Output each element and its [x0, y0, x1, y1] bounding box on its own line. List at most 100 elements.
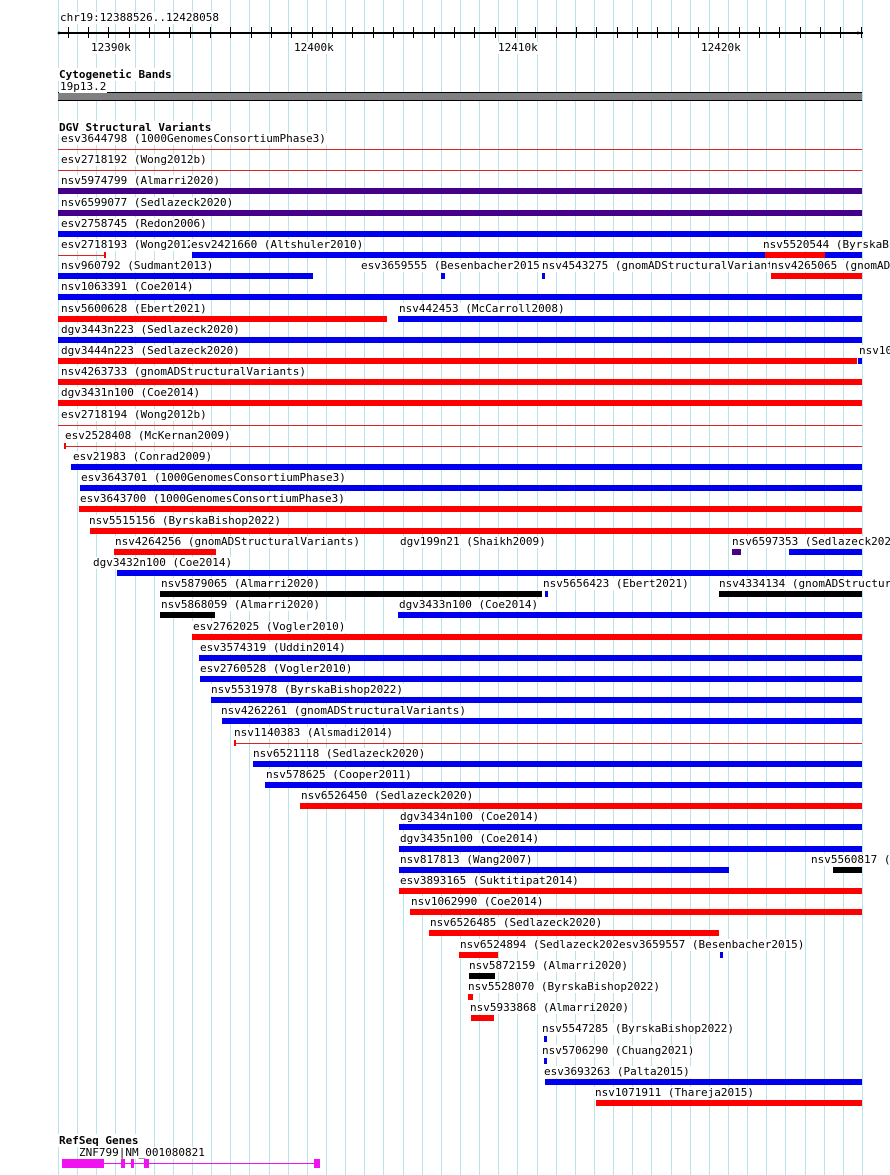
variant-label[interactable]: esv2758745 (Redon2006)	[60, 217, 208, 230]
variant-label[interactable]: nsv4264256 (gnomADStructuralVariants)	[114, 535, 362, 548]
variant-label[interactable]: esv3643701 (1000GenomesConsortiumPhase3)	[80, 471, 347, 484]
variant-label[interactable]: esv3659555 (Besenbacher2015)	[360, 259, 548, 272]
variant-bar[interactable]	[80, 485, 862, 491]
variant-label[interactable]: nsv4262261 (gnomADStructuralVariants)	[220, 704, 468, 717]
variant-label[interactable]: nsv5531978 (ByrskaBishop2022)	[210, 683, 405, 696]
gene-label[interactable]: ZNF799|NM_001080821	[78, 1146, 206, 1159]
gene-exon[interactable]	[62, 1159, 104, 1168]
variant-label[interactable]: dgv3443n223 (Sedlazeck2020)	[60, 323, 241, 336]
variant-label[interactable]: nsv4543275 (gnomADStructuralVariants)	[541, 259, 789, 272]
variant-label[interactable]: nsv5706290 (Chuang2021)	[541, 1044, 696, 1057]
variant-bar[interactable]	[471, 1015, 494, 1021]
variant-label[interactable]: nsv5974799 (Almarri2020)	[60, 174, 221, 187]
variant-bar[interactable]	[399, 867, 729, 873]
variant-bar[interactable]	[71, 464, 862, 470]
variant-bar[interactable]	[398, 612, 862, 618]
variant-bar[interactable]	[469, 973, 495, 979]
variant-bar[interactable]	[58, 379, 862, 385]
variant-bar[interactable]	[90, 528, 862, 534]
variant-bar[interactable]	[58, 255, 106, 256]
variant-label[interactable]: nsv4265065 (gnomADStructuralVariants)	[770, 260, 890, 272]
variant-label[interactable]: dgv3444n223 (Sedlazeck2020)	[60, 344, 241, 357]
cytoband-bar[interactable]	[58, 92, 862, 101]
variant-label[interactable]: nsv5600628 (Ebert2021)	[60, 302, 208, 315]
variant-label[interactable]: nsv5933868 (Almarri2020)	[469, 1001, 630, 1014]
variant-label[interactable]: dgv3433n100 (Coe2014)	[398, 598, 540, 611]
variant-label[interactable]: nsv6521118 (Sedlazeck2020)	[252, 747, 427, 760]
variant-label[interactable]: nsv1071911 (Thareja2015)	[594, 1086, 755, 1099]
variant-label[interactable]: esv3644798 (1000GenomesConsortiumPhase3)	[60, 132, 327, 145]
variant-label[interactable]: dgv3431n100 (Coe2014)	[60, 386, 202, 399]
variant-bar[interactable]	[58, 170, 862, 171]
variant-label[interactable]: nsv6526485 (Sedlazeck2020)	[429, 916, 604, 929]
variant-bar[interactable]	[200, 676, 862, 682]
variant-label[interactable]: esv2718194 (Wong2012b)	[60, 408, 208, 421]
variant-bar[interactable]	[399, 846, 862, 852]
variant-label[interactable]: nsv1140383 (Alsmadi2014)	[233, 726, 394, 739]
variant-bar[interactable]	[858, 358, 862, 364]
ruler-right-arrow-icon[interactable]: →	[853, 26, 860, 39]
variant-bar[interactable]	[410, 909, 862, 915]
variant-bar[interactable]	[545, 1079, 862, 1085]
variant-bar[interactable]	[58, 294, 862, 300]
variant-bar[interactable]	[253, 761, 862, 767]
variant-bar[interactable]	[720, 952, 723, 958]
variant-label[interactable]: dgv199n21 (Shaikh2009)	[399, 535, 547, 548]
variant-label[interactable]: nsv5560817 (Ebert2021)	[810, 854, 890, 866]
variant-bar[interactable]	[399, 824, 862, 830]
variant-bar[interactable]	[114, 549, 216, 555]
variant-bar[interactable]	[199, 655, 862, 661]
variant-label[interactable]: nsv4334134 (gnomADStructuralVariants)	[718, 578, 890, 590]
variant-label[interactable]: nsv6599077 (Sedlazeck2020)	[60, 196, 235, 209]
variant-label[interactable]: esv2718193 (Wong2012b)	[60, 238, 208, 251]
variant-bar[interactable]	[58, 231, 862, 237]
variant-bar[interactable]	[833, 867, 862, 873]
variant-label[interactable]: nsv1063391 (Coe2014)	[60, 280, 195, 293]
variant-bar[interactable]	[468, 994, 473, 1000]
variant-label[interactable]: nsv5547285 (ByrskaBishop2022)	[541, 1022, 736, 1035]
variant-bar[interactable]	[265, 782, 862, 788]
variant-bar[interactable]	[234, 743, 862, 744]
variant-label[interactable]: nsv6526450 (Sedlazeck2020)	[300, 789, 475, 802]
variant-bar[interactable]	[58, 273, 313, 279]
variant-bar[interactable]	[79, 506, 862, 512]
variant-label[interactable]: nsv5515156 (ByrskaBishop2022)	[88, 514, 283, 527]
variant-bar[interactable]	[771, 273, 862, 279]
variant-label[interactable]: dgv3435n100 (Coe2014)	[399, 832, 541, 845]
variant-label[interactable]: nsv5656423 (Ebert2021)	[542, 577, 690, 590]
variant-bar[interactable]	[58, 316, 387, 322]
variant-label[interactable]: nsv5528070 (ByrskaBishop2022)	[467, 980, 662, 993]
coordinate-ruler[interactable]: chr19:12388526..12428058 ← → 12390k 12400k 1…	[0, 0, 890, 56]
gene-exon[interactable]	[121, 1159, 125, 1168]
variant-label[interactable]: dgv3432n100 (Coe2014)	[92, 556, 234, 569]
variant-bar[interactable]	[117, 570, 862, 576]
variant-bar[interactable]	[398, 316, 862, 322]
variant-bar[interactable]	[300, 803, 862, 809]
variant-label[interactable]: nsv5872159 (Almarri2020)	[468, 959, 629, 972]
variant-bar[interactable]	[732, 549, 741, 555]
variant-bar[interactable]	[544, 1036, 547, 1042]
variant-label[interactable]: esv2762025 (Vogler2010)	[192, 620, 347, 633]
variant-label[interactable]: esv3659557 (Besenbacher2015)	[618, 938, 806, 951]
variant-bar[interactable]	[441, 273, 445, 279]
variant-label[interactable]: esv3574319 (Uddin2014)	[199, 641, 347, 654]
variant-bar[interactable]	[58, 149, 862, 150]
variant-bar[interactable]	[64, 446, 862, 447]
variant-bar[interactable]	[542, 273, 545, 279]
variant-bar[interactable]	[459, 952, 498, 958]
variant-label[interactable]: esv3693263 (Palta2015)	[543, 1065, 691, 1078]
variant-label[interactable]: nsv1063390 (Coe2014)	[858, 345, 890, 357]
variant-bar[interactable]	[222, 718, 862, 724]
variant-label[interactable]: nsv817813 (Wang2007)	[399, 853, 534, 866]
variant-label[interactable]: nsv578625 (Cooper2011)	[265, 768, 413, 781]
variant-bar[interactable]	[58, 337, 862, 343]
variant-bar[interactable]	[58, 188, 862, 194]
variant-bar[interactable]	[429, 930, 719, 936]
variant-bar[interactable]	[58, 358, 857, 364]
variant-label[interactable]: esv2760528 (Vogler2010)	[199, 662, 354, 675]
variant-label[interactable]: nsv4263733 (gnomADStructuralVariants)	[60, 365, 308, 378]
variant-bar[interactable]	[789, 549, 862, 555]
variant-bar[interactable]	[160, 591, 542, 597]
variant-bar[interactable]	[58, 400, 862, 406]
variant-label[interactable]: esv2421660 (Altshuler2010)	[190, 238, 365, 251]
